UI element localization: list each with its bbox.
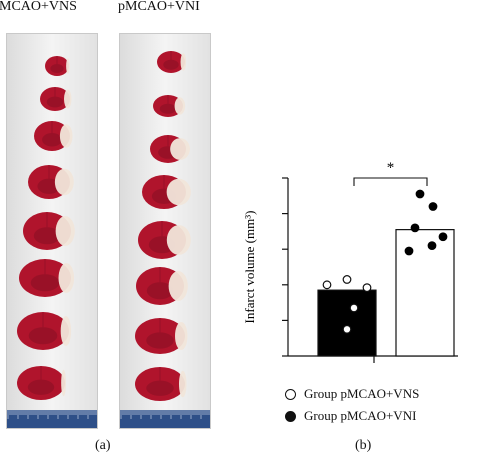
significance-bracket	[353, 177, 428, 186]
brain-slice	[150, 135, 190, 163]
data-point	[342, 324, 352, 334]
bar-vni	[317, 289, 377, 357]
bar-vns	[395, 229, 455, 357]
data-point	[427, 241, 437, 251]
panel-label-a: (a)	[95, 438, 111, 453]
brain-slice	[40, 87, 72, 111]
open-circle-icon	[285, 388, 296, 400]
brain-slice	[135, 367, 187, 401]
brain-slices-vni-photo	[119, 33, 211, 429]
brain-slice	[17, 366, 66, 400]
brain-slice	[142, 175, 191, 209]
filled-circle-icon	[285, 410, 296, 422]
data-point	[342, 275, 352, 284]
brain-slice	[45, 56, 70, 76]
significance-star: *	[387, 160, 395, 176]
legend-item-vni: Group pMCAO+VNI	[285, 408, 416, 424]
data-point	[410, 223, 420, 233]
column-label-vns: pMCAO+VNS	[0, 0, 77, 14]
legend-label-vns: Group pMCAO+VNS	[304, 386, 420, 401]
brain-slice	[136, 267, 188, 305]
panel-label-b: (b)	[355, 438, 372, 453]
brain-slice	[23, 212, 75, 250]
column-label-vni: pMCAO+VNI	[118, 0, 200, 14]
brain-slice	[34, 121, 73, 151]
brain-slice	[135, 318, 188, 354]
data-point	[322, 280, 332, 290]
legend-item-vns: Group pMCAO+VNS	[285, 386, 419, 402]
brain-slice	[153, 95, 186, 117]
brain-slice	[28, 165, 74, 199]
data-point	[404, 246, 414, 256]
data-point	[362, 283, 372, 293]
brain-slice	[19, 259, 75, 297]
legend-label-vni: Group pMCAO+VNI	[304, 408, 417, 423]
brain-slice	[138, 221, 191, 259]
brain-slice	[157, 51, 187, 73]
y-axis-label: Infarct volume (mm³)	[242, 211, 257, 324]
brain-slice	[17, 312, 72, 350]
brain-slices-vns-photo	[6, 33, 98, 429]
data-point	[438, 232, 448, 242]
data-point	[415, 189, 425, 199]
data-point	[349, 303, 359, 313]
data-point	[428, 202, 438, 211]
infarct-volume-chart: Infarct volume (mm³) *	[242, 160, 458, 363]
